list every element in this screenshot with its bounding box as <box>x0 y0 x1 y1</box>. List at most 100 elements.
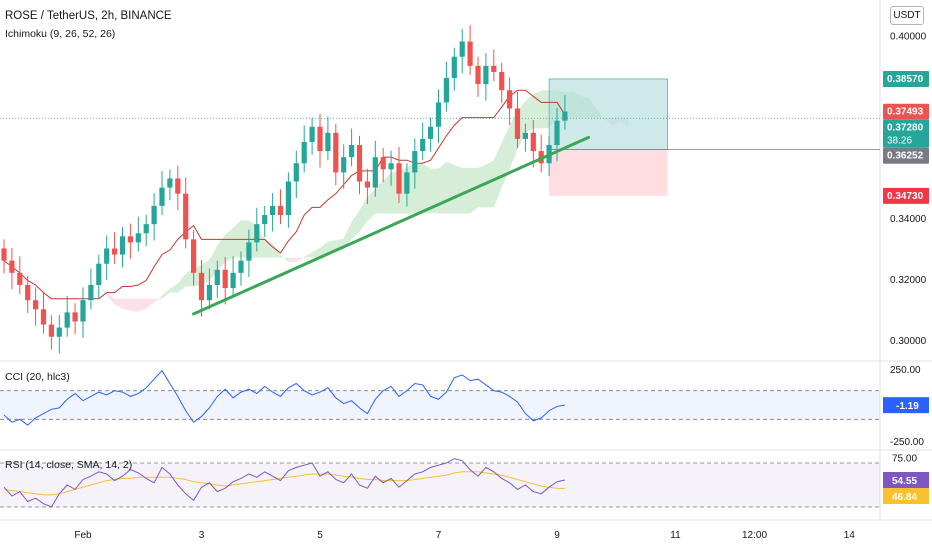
cci-tick-label: 250.00 <box>890 365 921 376</box>
candle-body <box>356 145 363 182</box>
rsi-line <box>3 458 566 508</box>
ichimoku-cloud-segment <box>485 160 494 208</box>
candle-body <box>530 132 536 152</box>
time-tick-label: 9 <box>554 530 560 541</box>
candle-body <box>80 300 86 322</box>
candle-body <box>159 187 165 206</box>
candle-body <box>64 312 70 328</box>
ichimoku-cloud-segment <box>422 164 431 214</box>
price-badge-kijun <box>883 103 929 120</box>
candle-body <box>72 312 78 322</box>
candle-body <box>491 65 497 72</box>
candle-body <box>522 132 528 139</box>
ichimoku-cloud-segment <box>375 180 384 214</box>
price-badge-value: 0.38570 <box>887 74 924 85</box>
candle-body <box>325 132 331 152</box>
price-pane[interactable] <box>0 25 880 354</box>
candle-body <box>48 324 54 337</box>
candle-body <box>380 157 386 170</box>
candle-body <box>56 327 62 337</box>
price-tick-label: 0.32000 <box>890 275 927 286</box>
ichimoku-cloud-segment <box>359 196 368 232</box>
price-badge-entry <box>883 147 929 164</box>
ichimoku-kijun-line <box>3 89 566 300</box>
ichimoku-cloud-segment <box>312 247 320 258</box>
candle-body <box>119 236 126 255</box>
candle-body <box>301 141 307 164</box>
candle-body <box>388 163 394 170</box>
price-badge-stop <box>883 187 929 204</box>
candle-body <box>475 65 481 85</box>
cci-band-fill <box>0 390 880 420</box>
cci-pane[interactable] <box>0 369 880 426</box>
ichimoku-cloud-segment <box>446 161 455 214</box>
candle-body <box>40 309 47 325</box>
ichimoku-cloud-segment <box>98 285 107 296</box>
symbol-title[interactable]: ROSE / TetherUS, 2h, BINANCE <box>5 10 172 22</box>
candle-body <box>135 233 141 243</box>
candle-body <box>230 272 236 289</box>
candle-body <box>167 178 173 188</box>
ichimoku-cloud-segment <box>525 94 534 133</box>
price-badge-value: 0.36252 <box>887 151 924 162</box>
currency-selector[interactable]: USDT <box>890 6 924 25</box>
ichimoku-cloud-segment <box>114 298 123 309</box>
candle-body <box>151 205 157 225</box>
ichimoku-cloud-segment <box>430 168 439 214</box>
candle-body <box>341 157 347 173</box>
rsi-value-badge <box>883 471 929 488</box>
candle-body <box>285 181 291 215</box>
ichimoku-cloud-segment <box>296 256 305 263</box>
price-badge-value: 0.37493 <box>887 107 924 118</box>
candle-body <box>404 172 410 194</box>
cci-line <box>3 369 565 426</box>
candle-body <box>238 260 244 273</box>
ichimoku-cloud-segment <box>138 298 147 312</box>
candle-body <box>364 181 370 188</box>
candle-body <box>127 236 133 243</box>
rsi-sma-badge <box>883 487 929 504</box>
price-tick-label: 0.34000 <box>890 214 927 225</box>
price-badge-last <box>883 119 929 148</box>
ichimoku-cloud-segment <box>106 292 115 305</box>
candle-body <box>554 120 560 145</box>
cci-value-badge <box>883 397 929 414</box>
candle-body <box>222 269 228 289</box>
candle-body <box>451 56 457 79</box>
ichimoku-cloud-segment <box>225 227 234 263</box>
cci-tick-label: -250.00 <box>890 437 924 448</box>
ichimoku-cloud-segment <box>343 221 352 250</box>
position-profit-zone <box>548 78 668 150</box>
candle-body <box>198 272 205 301</box>
rsi-sma-line <box>3 471 565 496</box>
candle-body <box>143 224 149 234</box>
candle-body <box>499 71 505 91</box>
candle-body <box>459 41 465 57</box>
candle-body <box>9 260 15 273</box>
time-tick-label: 3 <box>199 530 205 541</box>
candle-body <box>25 285 31 301</box>
rsi-value-text: 54.55 <box>892 476 917 487</box>
price-tick-label: 0.30000 <box>890 336 927 347</box>
candle-body <box>309 126 315 142</box>
candle-body <box>293 163 299 182</box>
candle-body <box>191 239 197 273</box>
ichimoku-cloud-segment <box>177 273 186 293</box>
candle-body <box>507 90 513 109</box>
cci-indicator-label[interactable]: CCI (20, hlc3) <box>5 371 70 383</box>
candle-body <box>428 126 434 139</box>
ichimoku-indicator-label[interactable]: Ichimoku (9, 26, 52, 26) <box>5 28 116 40</box>
candle-body <box>420 138 426 152</box>
ichimoku-cloud-segment <box>122 298 131 311</box>
ichimoku-cloud-segment <box>367 189 376 222</box>
ichimoku-cloud-segment <box>470 167 478 214</box>
candle-body <box>112 248 118 255</box>
candle-body <box>467 41 473 66</box>
candle-body <box>206 285 212 301</box>
rsi-pane[interactable] <box>0 458 880 508</box>
cci-value-text: -1.19 <box>896 401 919 412</box>
time-tick-label: Feb <box>74 530 92 541</box>
rsi-indicator-label[interactable]: RSI (14, close, SMA, 14, 2) <box>5 459 133 471</box>
candle-body <box>104 248 110 264</box>
